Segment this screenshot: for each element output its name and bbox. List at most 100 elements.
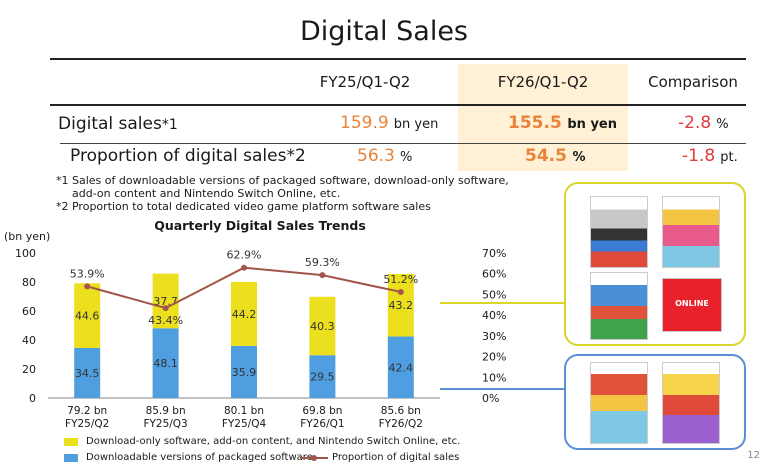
unit: % (399, 150, 413, 165)
digital-sales-current: 155.5 bn yen (508, 113, 617, 133)
bar-label-packaged: 29.5 (310, 371, 335, 384)
legend-label-proportion: Proportion of digital sales (332, 452, 460, 463)
value: 155.5 (508, 113, 562, 133)
legend-swatch-download-only (64, 438, 78, 446)
unit: % (716, 117, 729, 132)
bar-download-only (387, 273, 414, 337)
proportion-prev: 56.3 % (357, 146, 412, 166)
bar-packaged (231, 345, 257, 398)
product-panel-blue (564, 354, 746, 450)
chart-title: Quarterly Digital Sales Trends (154, 218, 366, 233)
table-header-divider (50, 104, 746, 106)
y2-tick-label: 50% (482, 288, 506, 301)
x-tick-label: FY25/Q4 (222, 418, 267, 430)
y2-tick-label: 60% (482, 268, 506, 281)
legend-label-packaged: Downloadable versions of packaged softwa… (86, 452, 313, 463)
bar-label-download-only: 44.6 (75, 310, 100, 323)
y2-tick-label: 10% (482, 371, 506, 384)
y-tick-label: 100 (15, 247, 36, 260)
row-label-text: Proportion of digital sales (70, 146, 287, 166)
bar-packaged (152, 328, 179, 398)
row-label-proportion: Proportion of digital sales*2 (70, 146, 306, 166)
bar-download-only (231, 281, 257, 346)
y2-tick-label: 0% (482, 392, 499, 405)
unit: pt. (720, 150, 738, 165)
value: 56.3 (357, 146, 395, 166)
footnote-1-cont: add-on content and Nintendo Switch Onlin… (72, 187, 341, 200)
card-kirby (662, 196, 720, 268)
footnote-ref: *1 (161, 117, 178, 133)
product-panel-yellow: ONLINE (564, 182, 746, 346)
x-total-label: 79.2 bn (67, 405, 107, 417)
y2-tick-label: 30% (482, 330, 506, 343)
column-header-current: FY26/Q1-Q2 (497, 73, 589, 91)
y-tick-label: 0 (29, 392, 36, 405)
footnote-ref: *2 (286, 146, 306, 166)
table-row-divider (60, 143, 746, 144)
proportion-comparison: -1.8 pt. (682, 146, 738, 166)
row-label-text: Digital sales (58, 114, 162, 134)
unit: bn yen (393, 117, 439, 132)
line-point (84, 283, 91, 290)
card-welcome-tour (590, 196, 648, 268)
bar-label-packaged: 34.5 (75, 367, 100, 380)
bar-label-packaged: 48.1 (153, 357, 178, 370)
page-number: 12 (747, 450, 760, 461)
online-badge-text: ONLINE (675, 299, 709, 308)
line-point (241, 264, 247, 271)
value: -1.8 (682, 146, 716, 166)
bar-download-only (74, 283, 101, 348)
bar-packaged (74, 347, 101, 398)
bar-packaged (387, 336, 414, 398)
y-tick-label: 60 (22, 305, 36, 318)
legend-swatch-packaged (64, 454, 78, 462)
y-tick-label: 20 (22, 363, 36, 376)
unit: bn yen (567, 117, 617, 132)
y-tick-label: 40 (22, 334, 36, 347)
x-total-label: 69.8 bn (302, 405, 342, 417)
footnote-1: *1 Sales of downloadable versions of pac… (56, 174, 509, 187)
line-label: 51.2% (383, 273, 418, 286)
y2-tick-label: 70% (482, 247, 506, 260)
legend-line-marker (300, 455, 328, 461)
proportion-current: 54.5 % (525, 146, 586, 166)
bar-label-download-only: 40.3 (310, 320, 335, 333)
card-donkey-kong (590, 272, 648, 340)
value: -2.8 (678, 113, 712, 133)
card-mario-kart (590, 362, 648, 444)
value: 159.9 (340, 113, 389, 133)
line-point (397, 288, 404, 295)
unit: % (572, 150, 586, 165)
column-header-prev: FY25/Q1-Q2 (319, 73, 411, 91)
digital-sales-prev: 159.9 bn yen (340, 113, 438, 133)
bar-download-only (152, 273, 179, 329)
x-tick-label: FY26/Q1 (300, 418, 344, 430)
line-point (319, 272, 326, 279)
x-total-label: 85.6 bn (381, 405, 421, 417)
current-period-highlight (458, 64, 628, 171)
bar-label-download-only: 44.2 (232, 308, 257, 321)
card-mario-wonder (662, 362, 720, 444)
x-tick-label: FY25/Q2 (65, 418, 109, 430)
page-title: Digital Sales (299, 16, 468, 47)
value: 54.5 (525, 146, 567, 166)
line-label: 43.4% (148, 314, 183, 327)
footnote-2: *2 Proportion to total dedicated video g… (56, 200, 431, 213)
y-tick-label: 80 (22, 276, 36, 289)
x-tick-label: FY26/Q2 (379, 418, 423, 430)
legend-label-download-only: Download-only software, add-on content, … (86, 436, 461, 447)
line-label: 59.3% (305, 256, 340, 269)
row-label-digital-sales: Digital sales*1 (58, 114, 178, 134)
y-axis-label: (bn yen) (4, 230, 51, 243)
bar-label-download-only: 43.2 (389, 299, 414, 312)
bar-label-packaged: 42.4 (389, 361, 414, 374)
line-label: 53.9% (70, 267, 105, 280)
title-divider (50, 58, 746, 60)
line-point (162, 305, 169, 312)
x-total-label: 85.9 bn (146, 405, 186, 417)
card-nintendo-online: ONLINE (662, 278, 722, 332)
y2-tick-label: 20% (482, 351, 506, 364)
line-label: 62.9% (227, 249, 262, 262)
x-total-label: 80.1 bn (224, 405, 264, 417)
